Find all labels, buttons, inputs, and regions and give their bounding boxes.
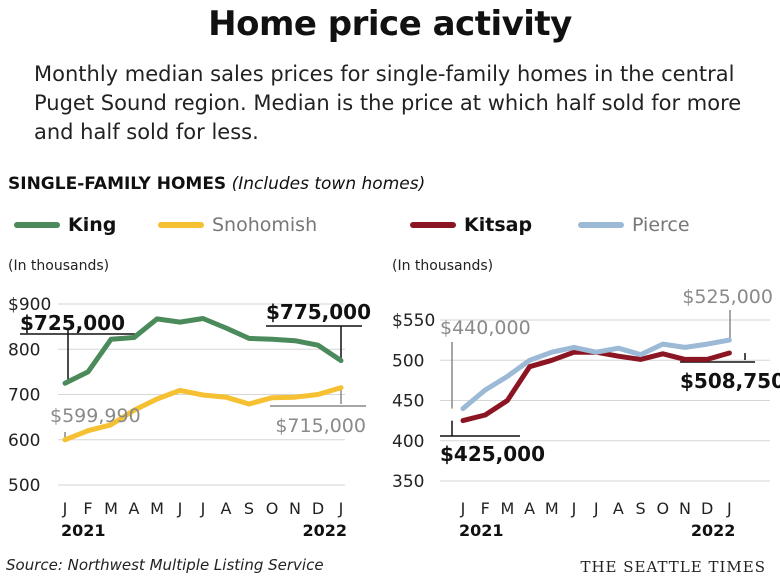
x-tick-label: A (129, 499, 140, 518)
legend-item-king: King (14, 214, 116, 236)
x-tick-label: F (83, 499, 92, 518)
x-tick-label: D (312, 499, 324, 518)
y-tick-label: 700 (8, 386, 40, 406)
y-tick-label: 400 (392, 432, 424, 452)
section-note: (Includes town homes) (231, 174, 426, 194)
x-tick-label: J (593, 499, 599, 518)
legend-item-kitsap: Kitsap (410, 214, 532, 236)
x-tick-label: D (701, 499, 713, 518)
x-tick-label: O (657, 499, 670, 518)
y-tick-label: 500 (392, 351, 424, 371)
x-tick-label: J (200, 499, 206, 518)
legend-swatch-pierce (578, 222, 624, 228)
chart-title: Home price activity (208, 4, 572, 44)
x-tick-label: M (150, 499, 164, 518)
x-tick-label: J (62, 499, 68, 518)
annotation-label: $525,000 (682, 286, 773, 308)
x-tick-label: J (571, 499, 577, 518)
x-tick-label: J (338, 499, 344, 518)
legend-label-king: King (68, 214, 117, 236)
y-tick-label: 800 (8, 340, 40, 360)
x-tick-label: M (104, 499, 118, 518)
y-tick-label: $900 (8, 295, 51, 315)
units-label: (In thousands) (392, 258, 493, 274)
x-tick-label: J (177, 499, 183, 518)
annotation-label: $599,990 (50, 405, 141, 427)
legend-label-kitsap: Kitsap (464, 214, 533, 236)
x-tick-label: S (244, 499, 254, 518)
y-tick-label: 450 (392, 392, 424, 412)
legend-item-snohomish: Snohomish (158, 214, 317, 236)
legend-swatch-kitsap (410, 222, 456, 228)
section-label: SINGLE-FAMILY HOMES (8, 174, 227, 194)
annotation-label: $425,000 (440, 442, 545, 466)
annotation-label: $508,750 (680, 369, 780, 393)
year-label: 2021 (61, 521, 106, 540)
publisher-credit: THE SEATTLE TIMES (580, 558, 766, 576)
legend-item-pierce: Pierce (578, 214, 690, 236)
x-tick-label: O (266, 499, 279, 518)
y-tick-label: 500 (8, 476, 40, 496)
legend-swatch-snohomish (158, 222, 204, 228)
y-tick-label: 600 (8, 431, 40, 451)
source-note: Source: Northwest Multiple Listing Servi… (6, 556, 324, 574)
x-tick-label: M (500, 499, 514, 518)
y-tick-label: 350 (392, 472, 424, 492)
annotation-label: $775,000 (266, 300, 371, 324)
x-tick-label: N (289, 499, 301, 518)
year-label: 2022 (302, 521, 347, 540)
legend-label-snohomish: Snohomish (212, 214, 318, 236)
annotation-label: $725,000 (20, 311, 125, 335)
x-tick-label: J (460, 499, 466, 518)
x-tick-label: N (679, 499, 691, 518)
x-tick-label: M (545, 499, 559, 518)
x-tick-label: F (481, 499, 490, 518)
annotation-label: $715,000 (275, 415, 366, 437)
units-label: (In thousands) (8, 258, 109, 274)
legend-label-pierce: Pierce (632, 214, 690, 236)
x-tick-label: J (726, 499, 732, 518)
legend-swatch-king (14, 222, 60, 228)
x-tick-label: A (524, 499, 535, 518)
x-tick-label: A (221, 499, 232, 518)
year-label: 2022 (691, 521, 736, 540)
annotation-label: $440,000 (440, 317, 531, 339)
x-tick-label: A (613, 499, 624, 518)
year-label: 2021 (459, 521, 504, 540)
section-heading: SINGLE-FAMILY HOMES (Includes town homes… (8, 174, 425, 194)
y-tick-label: $550 (392, 311, 435, 331)
x-tick-label: S (636, 499, 646, 518)
chart-subtitle: Monthly median sales prices for single-f… (34, 62, 742, 144)
